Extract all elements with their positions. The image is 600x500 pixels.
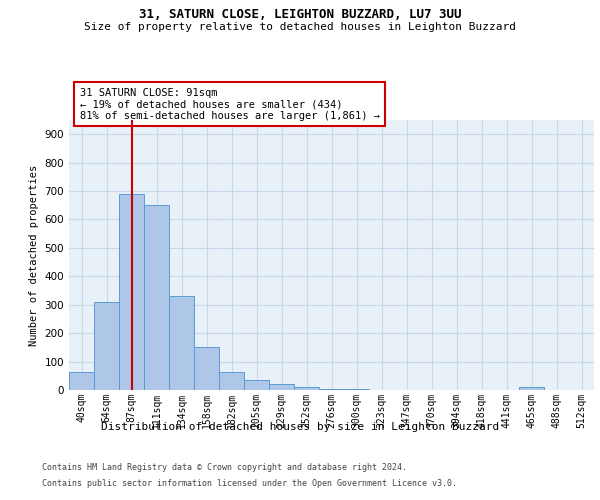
Bar — [319, 388, 344, 390]
Bar — [119, 194, 144, 390]
Bar — [519, 387, 544, 390]
Bar — [294, 387, 319, 390]
Bar — [69, 372, 94, 390]
Text: Contains HM Land Registry data © Crown copyright and database right 2024.: Contains HM Land Registry data © Crown c… — [42, 462, 407, 471]
Text: Distribution of detached houses by size in Leighton Buzzard: Distribution of detached houses by size … — [101, 422, 499, 432]
Bar — [344, 388, 369, 390]
Bar — [194, 348, 219, 390]
Text: 31 SATURN CLOSE: 91sqm
← 19% of detached houses are smaller (434)
81% of semi-de: 31 SATURN CLOSE: 91sqm ← 19% of detached… — [79, 88, 380, 121]
Text: Contains public sector information licensed under the Open Government Licence v3: Contains public sector information licen… — [42, 478, 457, 488]
Bar — [269, 384, 294, 390]
Text: 31, SATURN CLOSE, LEIGHTON BUZZARD, LU7 3UU: 31, SATURN CLOSE, LEIGHTON BUZZARD, LU7 … — [139, 8, 461, 20]
Bar — [94, 302, 119, 390]
Y-axis label: Number of detached properties: Number of detached properties — [29, 164, 39, 346]
Bar — [169, 296, 194, 390]
Bar — [144, 206, 169, 390]
Text: Size of property relative to detached houses in Leighton Buzzard: Size of property relative to detached ho… — [84, 22, 516, 32]
Bar — [244, 380, 269, 390]
Bar — [219, 372, 244, 390]
